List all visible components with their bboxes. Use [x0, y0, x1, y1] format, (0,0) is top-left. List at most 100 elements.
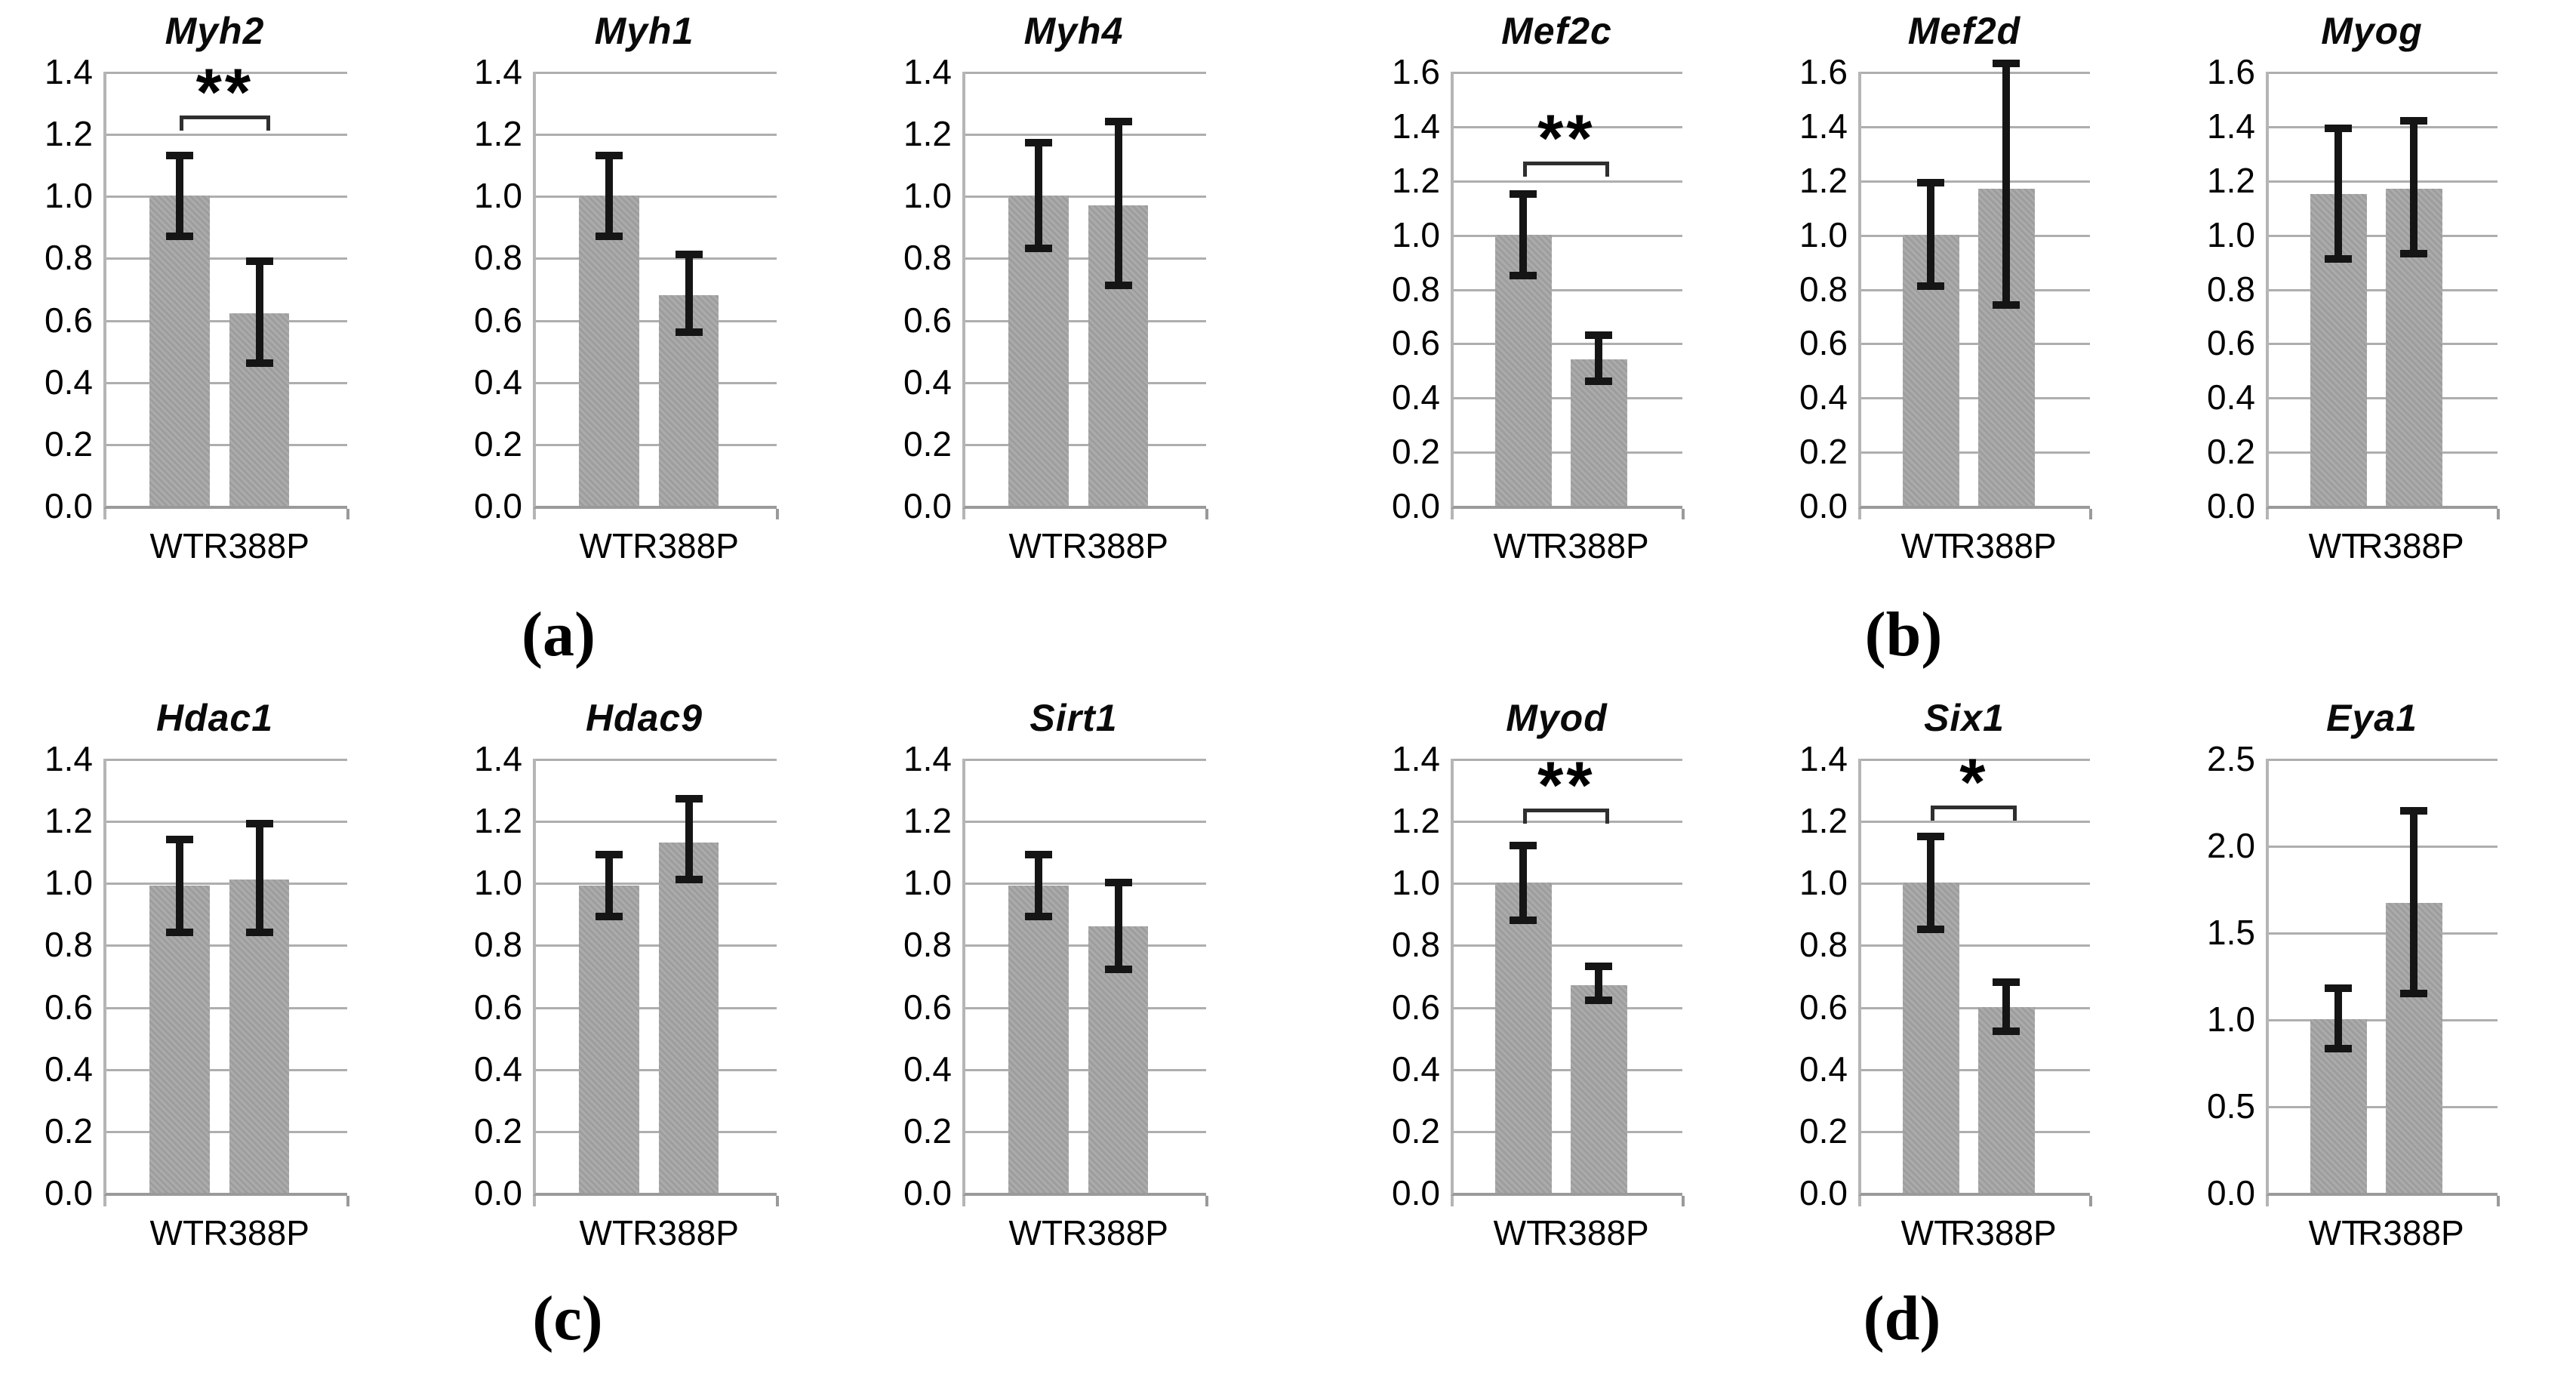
significance-bracket: [1931, 805, 2017, 809]
chart-myh1: Myh1 1.4 1.2 1.0 0.8 0.6 0.4 0.2 0.0 WT R388P: [429, 0, 859, 596]
bar-wt: [1902, 883, 1960, 1193]
y-tick-label: 0.0: [474, 486, 522, 525]
y-tick-label: 0.8: [474, 925, 522, 965]
gridline: [1861, 1068, 2090, 1071]
gridline: [106, 72, 347, 74]
chart-hdac9: Hdac9 1.4 1.2 1.0 0.8 0.6 0.4 0.2 0.0 WT R388P: [429, 687, 859, 1283]
y-tick-label: 2.5: [2207, 739, 2255, 778]
y-tick-label: 1.0: [45, 176, 93, 216]
gridline: [965, 196, 1206, 199]
error-bar: [2410, 120, 2418, 254]
gridline: [106, 1006, 347, 1009]
plot-area: [962, 72, 1208, 519]
gridline: [965, 257, 1206, 260]
error-bar: [685, 254, 693, 332]
plot-area: [533, 72, 779, 519]
significance-bracket: [1523, 808, 1610, 812]
bracket-tick-right: [1605, 161, 1610, 177]
error-cap-bottom: [1510, 271, 1537, 279]
y-tick-label: 0.8: [45, 238, 93, 278]
bracket-tick-left: [180, 115, 184, 131]
chart-six1: Six1 * 1.4 1.2 1.0 0.8 0.6 0.4 0.2 0.0 WT R388P: [1760, 687, 2168, 1283]
error-cap-bottom: [2325, 254, 2353, 263]
plot-area: [2266, 72, 2500, 519]
gridline: [536, 883, 777, 886]
chart-myh2: Myh2 ** 1.4 1.2 1.0 0.8 0.6 0.4 0.2 0.0 WT R388P: [0, 0, 429, 596]
y-tick-label: 0.8: [903, 238, 952, 278]
y-tick-label: 0.2: [903, 424, 952, 464]
y-tick-label: 0.0: [903, 1173, 952, 1212]
y-tick-label: 0.0: [2207, 1173, 2255, 1212]
gridline: [1454, 944, 1682, 947]
gridline: [2269, 125, 2498, 128]
error-bar: [2002, 981, 2011, 1032]
y-tick-label: 0.6: [2207, 323, 2255, 363]
plot-area: **: [103, 54, 349, 519]
bracket-tick-right: [1605, 808, 1610, 824]
y-tick-label: 0.2: [1799, 1111, 1848, 1151]
error-cap-top: [1104, 117, 1132, 125]
gridline: [536, 1068, 777, 1071]
error-bar: [2002, 63, 2011, 306]
error-cap-bottom: [1917, 282, 1945, 290]
y-tick-label: 0.2: [1392, 432, 1440, 472]
x-category-label: R388P: [1950, 1213, 2057, 1252]
y-tick-label: 1.4: [474, 52, 522, 91]
y-tick-label: 0.2: [2207, 432, 2255, 472]
x-category-label: WT: [579, 526, 634, 565]
error-cap-bottom: [166, 929, 194, 936]
gridline: [965, 944, 1206, 947]
plot-area: *: [1858, 744, 2092, 1206]
y-tick-label: 1.5: [2207, 913, 2255, 952]
chart-title: Myod: [1506, 697, 1608, 739]
error-bar: [1035, 855, 1043, 917]
y-tick-label: 1.2: [474, 801, 522, 841]
error-cap-top: [245, 820, 273, 828]
gridline: [106, 821, 347, 824]
gridline: [2269, 1019, 2498, 1021]
bar-r388p: [1570, 984, 1628, 1193]
gridline: [106, 319, 347, 322]
error-cap-bottom: [2400, 989, 2428, 997]
error-cap-top: [1025, 851, 1053, 859]
y-tick-label: 1.4: [474, 739, 522, 778]
bar-wt: [149, 196, 211, 506]
y-tick-label: 0.6: [1799, 323, 1848, 363]
gridline: [965, 443, 1206, 446]
chart-title: Sirt1: [1029, 697, 1118, 739]
y-tick-label: 2.0: [2207, 826, 2255, 865]
gridline: [1861, 72, 2090, 74]
gridline: [2269, 288, 2498, 291]
bracket-tick-left: [1523, 161, 1528, 177]
significance-asterisk: **: [195, 54, 254, 129]
error-cap-top: [2325, 984, 2353, 992]
gridline: [965, 1006, 1206, 1009]
chart-title: Hdac9: [585, 697, 703, 739]
chart-hdac1: Hdac1 1.4 1.2 1.0 0.8 0.6 0.4 0.2 0.0 WT R388P: [0, 687, 429, 1283]
gridline: [1454, 1130, 1682, 1133]
error-cap-bottom: [166, 232, 194, 240]
plot-area: [533, 759, 779, 1206]
y-tick-label: 1.2: [1392, 160, 1440, 200]
chart-title: Mef2c: [1501, 10, 1612, 52]
gridline: [965, 381, 1206, 384]
bar-r388p: [2385, 902, 2443, 1193]
error-bar: [176, 155, 184, 236]
chart-title: Myog: [2321, 10, 2423, 52]
gridline: [1861, 944, 2090, 947]
y-tick-label: 1.0: [1392, 214, 1440, 254]
panel-label-c: (c): [532, 1283, 603, 1354]
chart-title: Myh1: [594, 10, 694, 52]
chart-mef2d: Mef2d 1.6 1.4 1.2 1.0 0.8 0.6 0.4 0.2 0.0 WT R388P: [1760, 0, 2168, 596]
gridline: [2269, 1106, 2498, 1108]
gridline: [1454, 125, 1682, 128]
x-category-label: R388P: [1062, 526, 1168, 565]
bar-wt: [2310, 193, 2368, 506]
y-tick-label: 0.6: [45, 987, 93, 1027]
y-tick-label: 0.6: [903, 300, 952, 340]
error-bar: [1595, 966, 1603, 1001]
error-cap-top: [2325, 125, 2353, 133]
x-category-label: WT: [2308, 1213, 2363, 1252]
y-tick-label: 0.6: [474, 300, 522, 340]
y-tick-label: 1.4: [45, 52, 93, 91]
